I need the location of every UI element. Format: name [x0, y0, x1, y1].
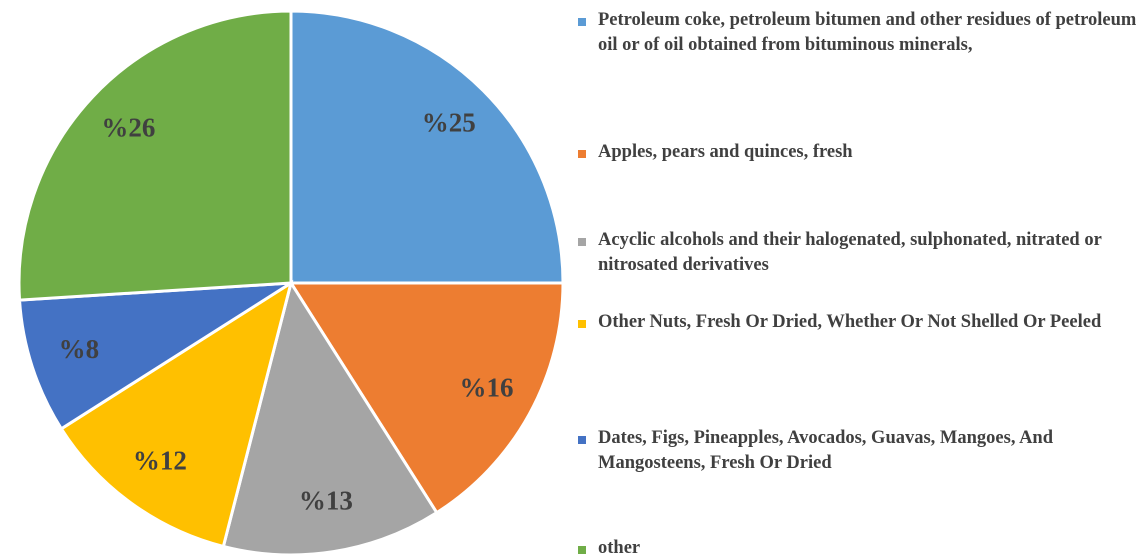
pie-slice	[17, 281, 292, 431]
data-label: %8	[59, 334, 100, 364]
pie-slice	[59, 279, 294, 549]
legend-label: Apples, pears and quinces, fresh	[598, 142, 853, 162]
legend-swatch	[578, 150, 586, 158]
legend-item: Apples, pears and quinces, fresh	[578, 140, 1138, 165]
pie-area: %25 %16 %13 %12 %8 %26	[17, 9, 565, 555]
data-label: %25	[422, 107, 476, 137]
pie-slice	[289, 9, 565, 285]
legend-item: Other Nuts, Fresh Or Dried, Whether Or N…	[578, 310, 1138, 335]
pie-slice	[288, 281, 565, 515]
data-label: %12	[133, 446, 187, 476]
legend-swatch	[578, 238, 586, 246]
legend-item: Acyclic alcohols and their halogenated, …	[578, 228, 1138, 278]
legend-swatch	[578, 18, 586, 26]
pie-slice	[221, 279, 439, 555]
legend-swatch	[578, 320, 586, 328]
legend-item: Dates, Figs, Pineapples, Avocados, Guava…	[578, 426, 1138, 476]
legend-swatch	[578, 436, 586, 444]
legend-item: other	[578, 536, 1138, 555]
legend-label: Petroleum coke, petroleum bitumen and ot…	[598, 10, 1137, 55]
legend-item: Petroleum coke, petroleum bitumen and ot…	[578, 8, 1138, 58]
data-label: %26	[101, 113, 155, 143]
legend-swatch	[578, 546, 586, 554]
legend-label: Dates, Figs, Pineapples, Avocados, Guava…	[598, 428, 1054, 473]
legend-label: other	[598, 538, 641, 555]
legend-label: Acyclic alcohols and their halogenated, …	[598, 230, 1102, 275]
legend-label: Other Nuts, Fresh Or Dried, Whether Or N…	[598, 312, 1102, 332]
pie-slice	[17, 9, 293, 302]
data-label: %16	[459, 373, 513, 403]
data-label: %13	[299, 485, 353, 515]
